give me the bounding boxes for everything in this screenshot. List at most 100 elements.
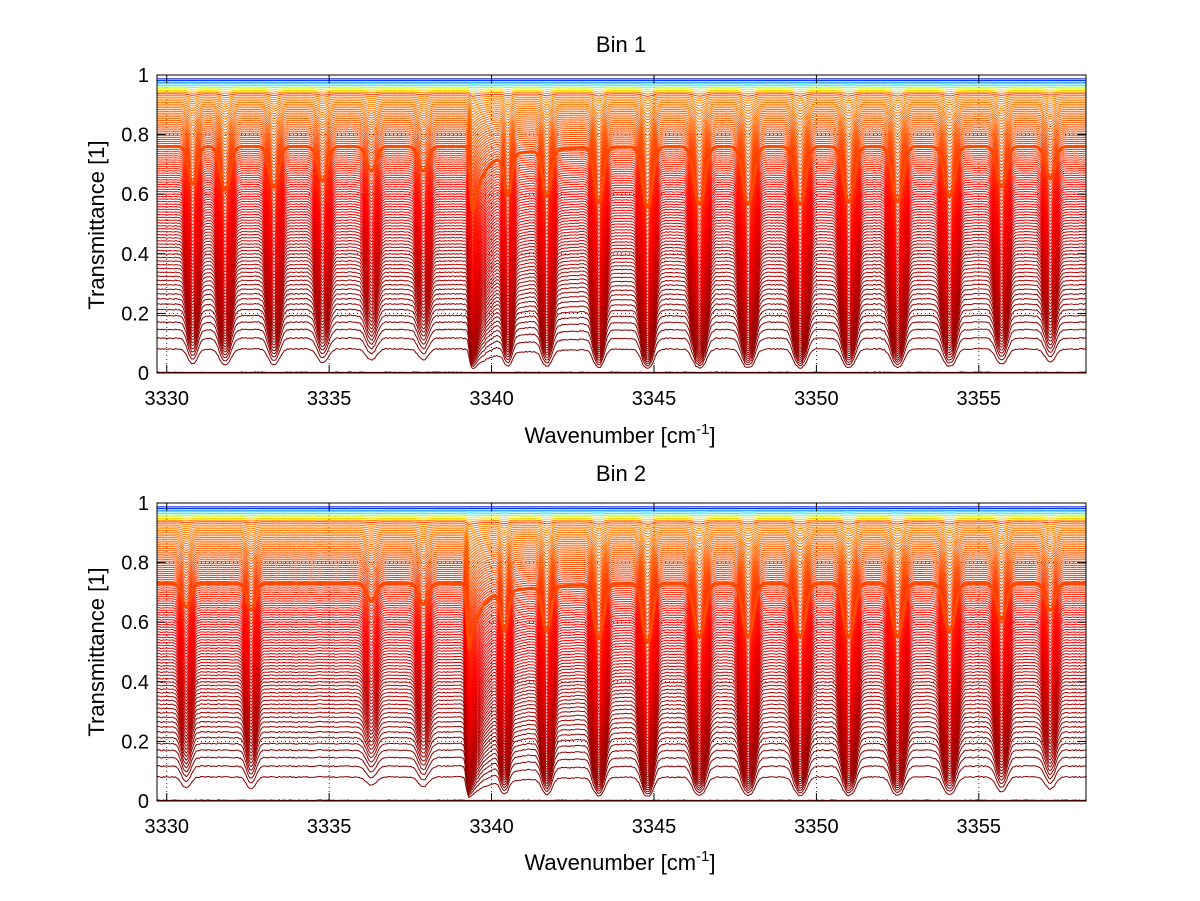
spectrum-series-line xyxy=(157,103,1086,113)
y-tick-label: 1 xyxy=(138,493,149,515)
spectrum-series-line xyxy=(157,691,1086,772)
spectrum-series-line xyxy=(157,308,1086,361)
y-tick-label: 0.6 xyxy=(121,612,149,634)
spectrum-series-line xyxy=(157,517,1086,521)
spectrum-series-line xyxy=(157,91,1086,95)
spectrum-series-line xyxy=(157,167,1086,232)
spectrum-series-line xyxy=(157,636,1086,725)
spectrum-series-line xyxy=(157,658,1086,749)
spectrum-series-line xyxy=(157,519,1086,523)
spectrum-series-line xyxy=(157,110,1086,125)
spectrum-series-line xyxy=(157,514,1086,517)
spectrum-series-line xyxy=(157,707,1086,780)
spectrum-series-line xyxy=(157,198,1086,280)
spectrum-series-line xyxy=(157,174,1086,243)
spectrum-series-line xyxy=(157,562,1086,599)
spectrum-series-line xyxy=(157,371,1086,373)
spectrum-series-line xyxy=(157,559,1086,592)
spectrum-series-line xyxy=(157,602,1086,675)
spectrum-series-line xyxy=(157,633,1086,722)
x-tick-label: 3355 xyxy=(957,816,1002,838)
spectrum-series-line xyxy=(157,127,1086,155)
spectrum-series-line xyxy=(157,205,1086,290)
spectrum-series-line xyxy=(157,611,1086,690)
spectrum-series-line xyxy=(157,587,1086,648)
spectrum-series-line xyxy=(157,609,1086,687)
spectrum-series-line xyxy=(157,193,1086,273)
spectrum-series-line xyxy=(157,230,1086,317)
spectrum-series-line xyxy=(157,655,1086,746)
spectrum-series-line xyxy=(157,623,1086,709)
panel-1-ylabel: Transmittance [1] xyxy=(84,140,109,309)
spectrum-series-line xyxy=(157,531,1086,542)
spectrum-series-line xyxy=(157,529,1086,539)
panel-1-plot: 3330 3335 3340 3345 3350 3355 0 0.2 0.4 0.6 0.8 1 xyxy=(121,65,1087,410)
spectrum-series-line xyxy=(157,564,1086,603)
spectrum-series-line xyxy=(157,799,1086,801)
spectrum-series-line xyxy=(157,116,1086,134)
spectrum-series-line xyxy=(157,549,1086,575)
spectrum-series-line xyxy=(157,595,1086,663)
spectrum-series-line xyxy=(157,119,1086,141)
spectrum-series-line xyxy=(157,597,1086,667)
x-tick-label: 3345 xyxy=(632,388,677,410)
spectrum-series-line xyxy=(157,84,1086,87)
spectrum-series-line xyxy=(157,200,1086,283)
spectrum-series-line xyxy=(157,711,1086,782)
spectrum-series-line xyxy=(157,336,1086,368)
spectrum-series-line xyxy=(157,616,1086,698)
y-tick-label: 0.4 xyxy=(121,672,149,694)
panel-1-xlabel-end: ] xyxy=(709,423,715,448)
spectrum-series-line xyxy=(157,516,1086,519)
spectrum-series-line xyxy=(157,183,1086,258)
spectrum-series-line xyxy=(157,613,1086,694)
panel-2-xlabel: Wavenumber [cm-1] xyxy=(524,848,715,875)
spectrum-series-line xyxy=(157,684,1086,768)
y-tick-label: 0.4 xyxy=(121,244,149,266)
spectrum-series-line xyxy=(157,252,1086,336)
x-tick-label: 3335 xyxy=(307,388,352,410)
spectral-curves xyxy=(157,78,1086,373)
spectrum-series-line xyxy=(157,131,1086,163)
spectrum-series-line xyxy=(157,138,1086,178)
spectrum-series-line xyxy=(157,314,1086,363)
panel-1-xlabel: Wavenumber [cm-1] xyxy=(524,421,715,448)
spectrum-series-line xyxy=(157,551,1086,578)
spectrum-series-line xyxy=(157,94,1086,100)
axes-box xyxy=(156,74,1087,374)
spectrum-series-line xyxy=(157,275,1086,349)
spectrum-series-line xyxy=(157,328,1086,366)
spectrum-series-line xyxy=(157,243,1086,327)
y-tick-label: 0.8 xyxy=(121,553,149,575)
spectrum-series-line xyxy=(157,560,1086,596)
spectrum-series-line xyxy=(157,664,1086,754)
spectrum-series-line xyxy=(157,302,1086,359)
spectrum-series-line xyxy=(157,93,1086,97)
spectrum-series-line xyxy=(157,528,1086,536)
spectrum-series-line xyxy=(157,699,1086,776)
spectrum-series-line xyxy=(157,271,1086,347)
spectrum-series-line xyxy=(157,600,1086,671)
spectrum-series-line xyxy=(157,181,1086,254)
panel-2-plot: 3330 3335 3340 3345 3350 3355 0 0.2 0.4 0.6 0.8 1 xyxy=(121,493,1087,838)
panel-bin-2: Bin 2 3330 3335 3340 3345 3350 3355 0 0.2 0.4 0.6… xyxy=(84,461,1087,875)
y-tick-label: 0.8 xyxy=(121,125,149,147)
spectrum-series-line xyxy=(157,572,1086,619)
spectrum-series-line xyxy=(157,568,1086,611)
spectrum-series-line xyxy=(157,208,1086,293)
spectrum-series-line xyxy=(157,574,1086,623)
spectrum-series-line xyxy=(157,224,1086,311)
panel-2-xlabel-sup: -1 xyxy=(696,848,709,865)
spectrum-series-line xyxy=(157,756,1086,795)
spectrum-series-line xyxy=(157,542,1086,560)
spectrum-series-line xyxy=(157,107,1086,119)
spectrum-series-line xyxy=(157,667,1086,757)
spectrum-series-line xyxy=(157,644,1086,735)
spectrum-series-line xyxy=(157,536,1086,551)
y-tick-label: 0 xyxy=(138,363,149,385)
spectrum-series-line xyxy=(157,725,1086,788)
spectrum-series-line xyxy=(157,547,1086,571)
spectrum-series-line xyxy=(157,764,1086,797)
spectrum-series-line xyxy=(157,112,1086,128)
spectrum-series-line xyxy=(157,703,1086,778)
